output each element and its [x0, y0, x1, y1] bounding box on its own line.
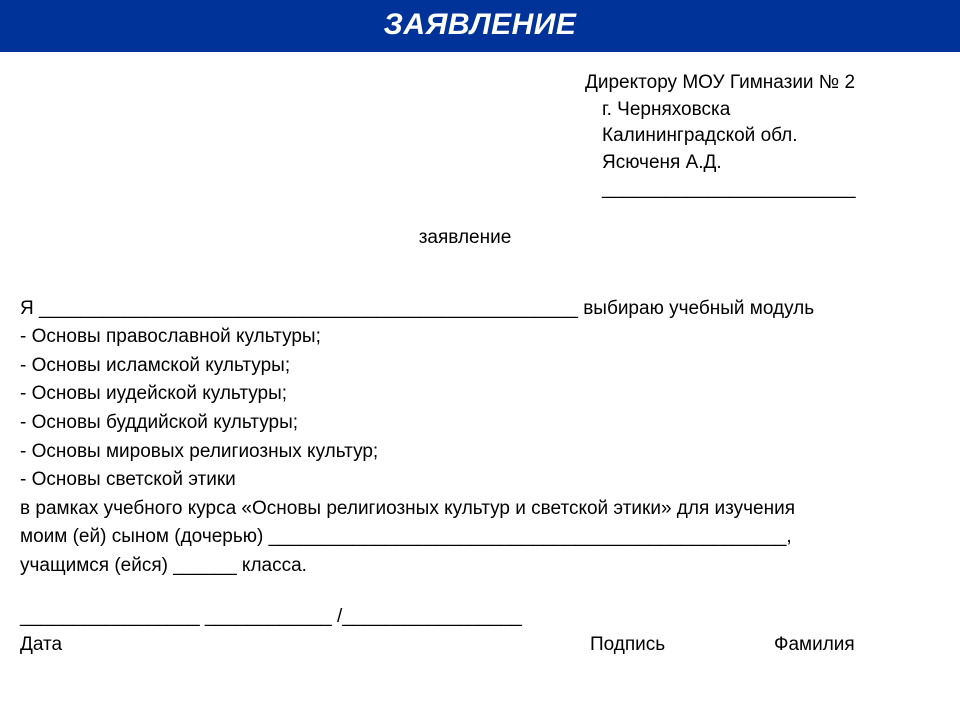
signature-label: Подпись: [590, 632, 774, 659]
page-title: ЗАЯВЛЕНИЕ: [384, 8, 577, 41]
document-content: Директору МОУ Гимназии № 2 г. Черняховск…: [0, 52, 960, 659]
module-item: - Основы православной культуры;: [20, 324, 940, 351]
body-block: Я ______________________________________…: [20, 296, 940, 659]
module-item: - Основы иудейской культуры;: [20, 381, 940, 408]
module-item: - Основы мировых религиозных культур;: [20, 439, 940, 466]
addressee-blank-line: ________________________: [602, 176, 940, 203]
body-intro: Я ______________________________________…: [20, 296, 940, 323]
signature-blanks: _________________ ____________ /________…: [20, 604, 940, 631]
date-label: Дата: [20, 632, 590, 659]
module-item: - Основы исламской культуры;: [20, 353, 940, 380]
body-course: в рамках учебного курса «Основы религиоз…: [20, 496, 940, 523]
module-item: - Основы светской этики: [20, 467, 940, 494]
document-subtitle: заявление: [0, 225, 940, 252]
header-bar: ЗАЯВЛЕНИЕ: [0, 0, 960, 52]
addressee-block: Директору МОУ Гимназии № 2 г. Черняховск…: [590, 70, 940, 203]
addressee-line-4: Ясюченя А.Д.: [602, 150, 940, 177]
signature-labels: Дата Подпись Фамилия: [20, 632, 940, 659]
module-item: - Основы буддийской культуры;: [20, 410, 940, 437]
body-child: моим (ей) сыном (дочерью) ______________…: [20, 524, 940, 551]
addressee-line-1: Директору МОУ Гимназии № 2: [585, 70, 940, 97]
body-class: учащимся (ейся) ______ класса.: [20, 553, 940, 580]
addressee-line-3: Калининградской обл.: [602, 123, 940, 150]
surname-label: Фамилия: [774, 632, 855, 659]
addressee-line-2: г. Черняховска: [602, 97, 940, 124]
